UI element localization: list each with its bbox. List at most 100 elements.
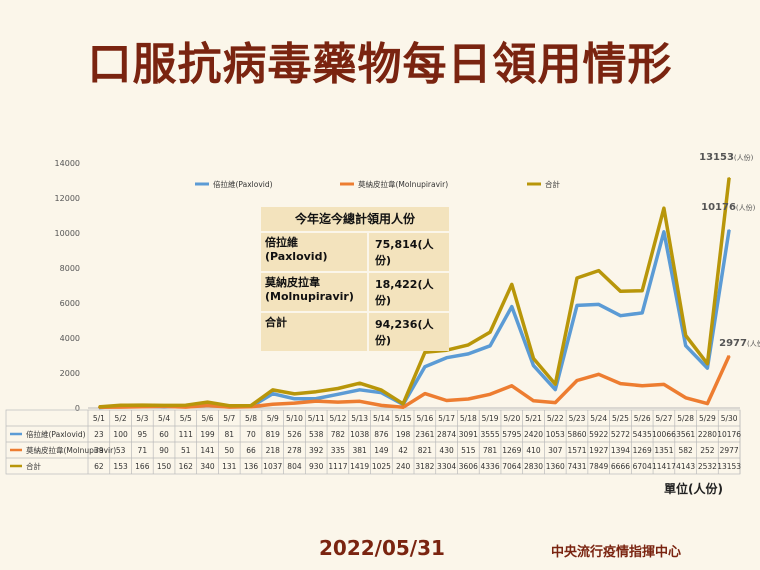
table-cell-value: 81 xyxy=(224,430,234,439)
table-cell-value: 7849 xyxy=(589,462,608,471)
data-point xyxy=(271,389,274,391)
table-cell-value: 149 xyxy=(374,446,389,455)
data-point xyxy=(706,367,709,369)
data-point xyxy=(663,231,665,233)
data-point xyxy=(576,379,578,382)
data-point xyxy=(467,344,470,346)
summary-table: 今年迄今總計領用人份 倍拉維 (Paxlovid) 75,814(人份) 莫納皮… xyxy=(261,207,449,351)
table-cell-value: 3304 xyxy=(437,462,456,471)
summary-value: 75,814(人份) xyxy=(375,238,434,267)
table-cell-value: 4336 xyxy=(481,462,500,471)
x-tick-label: 5/10 xyxy=(286,414,303,423)
table-cell-value: 6704 xyxy=(633,462,652,471)
table-cell-value: 1269 xyxy=(502,446,521,455)
summary-row-paxlovid: 倍拉維 (Paxlovid) 75,814(人份) xyxy=(261,233,449,273)
table-cell-value: 71 xyxy=(138,446,148,455)
data-point xyxy=(554,383,557,386)
table-cell-value: 5860 xyxy=(567,430,586,439)
table-cell-value: 42 xyxy=(398,446,408,455)
table-cell-value: 11417 xyxy=(652,462,676,471)
data-point xyxy=(358,382,361,384)
x-tick-label: 5/8 xyxy=(245,414,257,423)
data-point xyxy=(293,402,296,404)
summary-row-total: 合計 94,236(人份) xyxy=(261,313,449,351)
table-cell-value: 5922 xyxy=(589,430,608,439)
data-point xyxy=(315,397,318,400)
table-cell-value: 131 xyxy=(222,462,237,471)
table-cell-value: 150 xyxy=(157,462,172,471)
data-point xyxy=(402,403,404,405)
table-cell-value: 2874 xyxy=(437,430,456,439)
table-cell-value: 876 xyxy=(374,430,389,439)
data-point xyxy=(163,404,165,407)
x-tick-label: 5/19 xyxy=(482,414,499,423)
table-cell-value: 100 xyxy=(113,430,128,439)
table-cell-value: 1038 xyxy=(350,430,369,439)
data-point xyxy=(315,390,318,393)
data-point xyxy=(728,355,730,357)
data-point xyxy=(706,402,709,405)
data-point xyxy=(576,277,578,279)
table-cell-value: 1269 xyxy=(633,446,652,455)
data-point xyxy=(445,356,448,359)
data-point xyxy=(619,382,622,385)
summary-name: 莫納皮拉韋 (Molnupiravir) xyxy=(261,273,369,311)
data-point xyxy=(206,401,209,403)
table-cell-value: 2532 xyxy=(698,462,717,471)
data-label: 2977(人份) xyxy=(719,338,760,349)
table-cell-value: 166 xyxy=(135,462,150,471)
table-row-label: 倍拉維(Paxlovid) xyxy=(26,429,86,439)
data-point xyxy=(358,400,361,403)
table-cell-value: 1927 xyxy=(589,446,608,455)
table-cell-value: 62 xyxy=(94,462,104,471)
x-tick-label: 5/2 xyxy=(115,414,127,423)
x-tick-label: 5/16 xyxy=(416,414,433,423)
table-cell-value: 278 xyxy=(287,446,302,455)
data-point xyxy=(185,404,187,406)
data-point xyxy=(554,388,557,391)
data-point xyxy=(380,404,383,407)
table-cell-value: 1053 xyxy=(546,430,565,439)
data-point xyxy=(271,392,274,395)
data-point xyxy=(597,373,600,376)
x-tick-label: 5/30 xyxy=(721,414,738,423)
table-cell-value: 95 xyxy=(138,430,148,439)
x-tick-label: 5/25 xyxy=(612,414,629,423)
table-cell-value: 781 xyxy=(483,446,498,455)
data-point xyxy=(706,362,709,365)
table-cell-value: 7431 xyxy=(567,462,586,471)
data-point xyxy=(293,397,296,400)
page-title: 口服抗病毒藥物每日領用情形 xyxy=(87,39,673,90)
data-point xyxy=(532,364,535,367)
data-point xyxy=(511,384,513,387)
data-point xyxy=(293,393,296,395)
table-cell-value: 70 xyxy=(246,430,256,439)
summary-row-molnupiravir: 莫納皮拉韋 (Molnupiravir) 18,422(人份) xyxy=(261,273,449,313)
table-cell-value: 66 xyxy=(246,446,256,455)
data-point xyxy=(119,404,122,407)
x-tick-label: 5/20 xyxy=(503,414,520,423)
data-point xyxy=(358,389,361,391)
table-cell-value: 1351 xyxy=(654,446,673,455)
table-cell-value: 153 xyxy=(113,462,128,471)
table-cell-value: 51 xyxy=(181,446,191,455)
x-tick-label: 5/27 xyxy=(656,414,673,423)
table-cell-value: 2830 xyxy=(524,462,543,471)
table-cell-value: 141 xyxy=(200,446,215,455)
table-cell-value: 526 xyxy=(287,430,302,439)
x-tick-label: 5/15 xyxy=(395,414,412,423)
table-cell-value: 821 xyxy=(418,446,433,455)
x-tick-label: 5/11 xyxy=(308,414,325,423)
data-point xyxy=(98,406,100,408)
x-tick-label: 5/29 xyxy=(699,414,716,423)
data-point xyxy=(228,404,231,407)
y-tick-label: 14000 xyxy=(55,159,80,168)
y-tick-label: 12000 xyxy=(55,194,80,203)
data-point xyxy=(576,304,578,307)
x-tick-label: 5/6 xyxy=(201,414,213,423)
table-cell-value: 3555 xyxy=(481,430,500,439)
table-cell-value: 538 xyxy=(309,430,324,439)
x-tick-label: 5/21 xyxy=(525,414,542,423)
x-tick-label: 5/14 xyxy=(373,414,390,423)
